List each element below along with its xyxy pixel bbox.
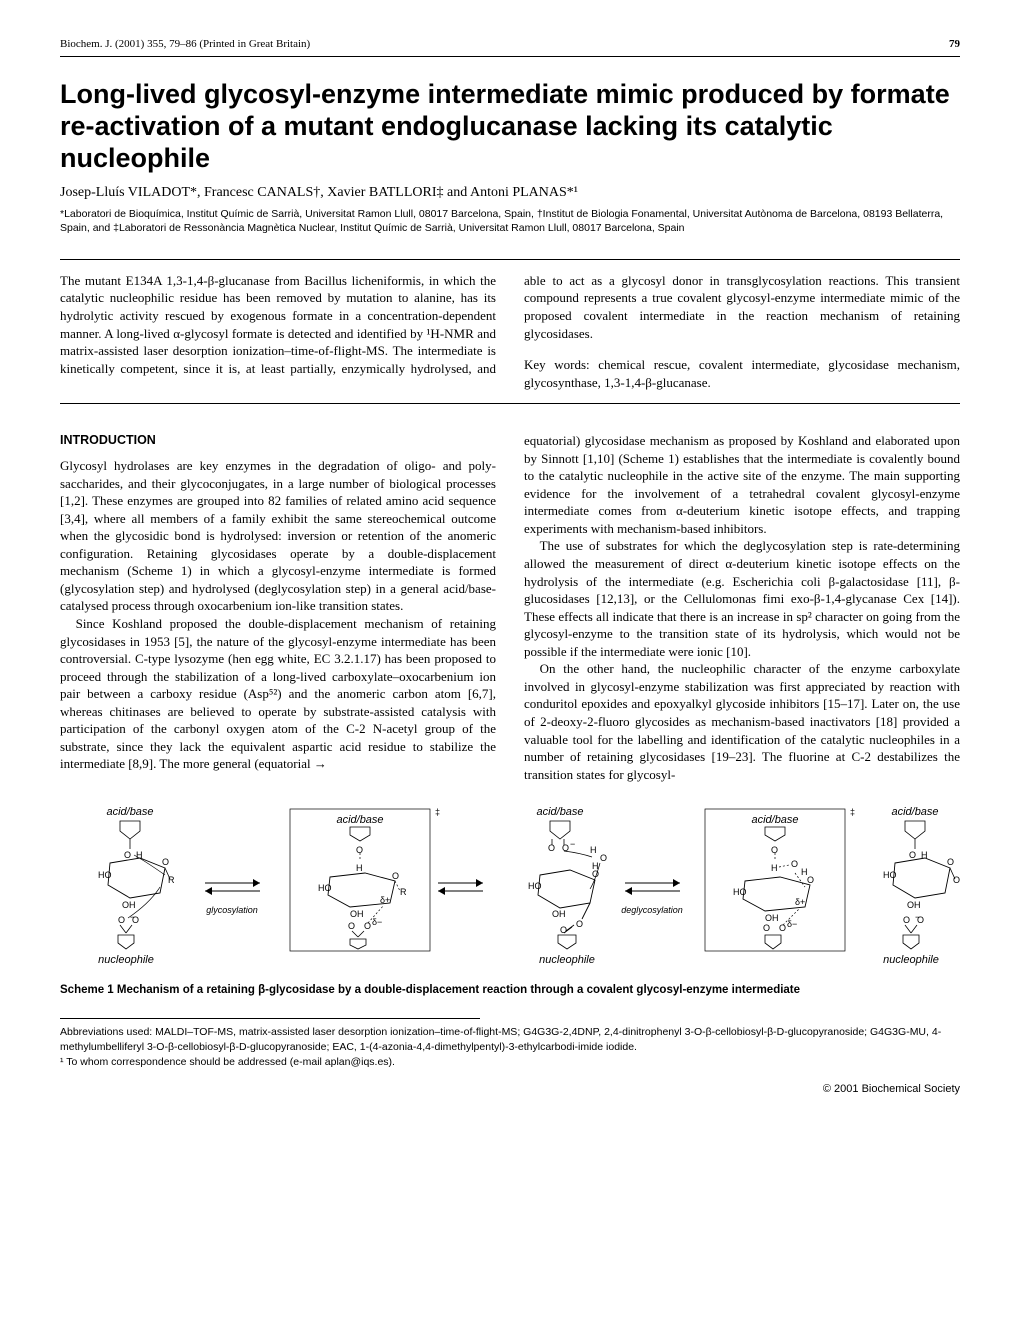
scheme-label-glycosylation: glycosylation	[206, 905, 258, 915]
scheme-label-acid-base-5: acid/base	[891, 806, 938, 818]
svg-text:O: O	[392, 871, 399, 881]
authors-line: Josep-Lluís VILADOT*, Francesc CANALS†, …	[60, 185, 960, 201]
scheme-1-svg: acid/base OH O R HO OH OO − nucleophile	[60, 803, 960, 973]
svg-text:δ+: δ+	[795, 897, 805, 907]
body-para-3: equatorial) glycosidase mechanism as pro…	[524, 432, 960, 537]
svg-text:O: O	[118, 915, 125, 925]
svg-text:O: O	[356, 845, 363, 855]
scheme-label-acid-base-2: acid/base	[336, 814, 383, 826]
svg-text:O: O	[903, 915, 910, 925]
scheme-1-caption: Scheme 1 Mechanism of a retaining β-glyc…	[60, 984, 960, 996]
svg-text:OH: OH	[907, 900, 921, 910]
svg-text:O: O	[548, 843, 555, 853]
body-para-2: Since Koshland proposed the double-displ…	[60, 615, 496, 773]
running-header-left: Biochem. J. (2001) 355, 79–86 (Printed i…	[60, 38, 310, 50]
svg-text:HO: HO	[528, 881, 542, 891]
svg-text:H: H	[771, 863, 778, 873]
footnote-rule	[60, 1018, 480, 1019]
svg-text:OH: OH	[765, 913, 779, 923]
svg-text:O: O	[791, 859, 798, 869]
svg-text:O: O	[124, 850, 131, 860]
svg-text:O: O	[576, 919, 583, 929]
svg-text:O: O	[763, 923, 770, 933]
body-para-1: Glycosyl hydrolases are key enzymes in t…	[60, 457, 496, 615]
svg-text:O: O	[592, 869, 599, 879]
affiliations: *Laboratori de Bioquímica, Institut Quím…	[60, 207, 960, 235]
article-title: Long-lived glycosyl-enzyme intermediate …	[60, 79, 960, 175]
header-rule	[60, 56, 960, 57]
scheme-label-acid-base-4: acid/base	[751, 814, 798, 826]
svg-text:O: O	[771, 845, 778, 855]
footnote-correspondence: ¹ To whom correspondence should be addre…	[60, 1055, 960, 1070]
body-para-5: On the other hand, the nucleophilic char…	[524, 660, 960, 783]
scheme-label-nucleophile-3: nucleophile	[883, 954, 939, 966]
scheme-label-ts-1: ‡	[435, 807, 440, 817]
body-para-4: The use of substrates for which the degl…	[524, 537, 960, 660]
svg-text:O: O	[348, 921, 355, 931]
scheme-1-figure: acid/base OH O R HO OH OO − nucleophile	[60, 803, 960, 996]
svg-text:δ−: δ−	[787, 919, 797, 929]
svg-text:H: H	[590, 845, 597, 855]
svg-text:HO: HO	[733, 887, 747, 897]
svg-text:O: O	[947, 857, 954, 867]
svg-text:O: O	[807, 875, 814, 885]
svg-text:δ+: δ+	[380, 895, 390, 905]
scheme-label-acid-base-3: acid/base	[536, 806, 583, 818]
abstract-part-left: The mutant E134A 1,3-1,4-β-glucanase fro…	[60, 273, 563, 376]
svg-text:OH: OH	[350, 909, 364, 919]
svg-text:−: −	[570, 839, 575, 849]
page-number: 79	[949, 38, 960, 50]
svg-text:O: O	[779, 923, 786, 933]
svg-text:OH: OH	[552, 909, 566, 919]
scheme-label-acid-base-1: acid/base	[106, 806, 153, 818]
abstract-keywords: Key words: chemical rescue, covalent int…	[524, 356, 960, 391]
svg-text:−: −	[915, 912, 920, 922]
svg-text:HO: HO	[883, 870, 897, 880]
abstract-block: The mutant E134A 1,3-1,4-β-glucanase fro…	[60, 259, 960, 404]
section-heading-introduction: INTRODUCTION	[60, 432, 496, 449]
svg-text:O: O	[560, 925, 567, 935]
svg-text:HO: HO	[98, 870, 112, 880]
copyright-line: © 2001 Biochemical Society	[60, 1083, 960, 1095]
svg-text:HO: HO	[318, 883, 332, 893]
abstract-part-right: act as a glycosyl donor in transglycosyl…	[524, 273, 960, 341]
svg-text:O: O	[364, 921, 371, 931]
svg-text:H: H	[356, 863, 363, 873]
svg-text:R: R	[400, 887, 407, 897]
scheme-label-nucleophile-2: nucleophile	[539, 954, 595, 966]
scheme-label-ts-2: ‡	[850, 807, 855, 817]
svg-text:O: O	[600, 853, 607, 863]
body-columns: INTRODUCTION Glycosyl hydrolases are key…	[60, 432, 960, 783]
scheme-label-deglycosylation: deglycosylation	[621, 905, 683, 915]
svg-text:O: O	[909, 850, 916, 860]
svg-text:O: O	[162, 857, 169, 867]
svg-text:δ−: δ−	[372, 917, 382, 927]
footnote-abbreviations: Abbreviations used: MALDI–TOF-MS, matrix…	[60, 1025, 960, 1054]
svg-text:OH: OH	[122, 900, 136, 910]
scheme-label-nucleophile-1: nucleophile	[98, 954, 154, 966]
